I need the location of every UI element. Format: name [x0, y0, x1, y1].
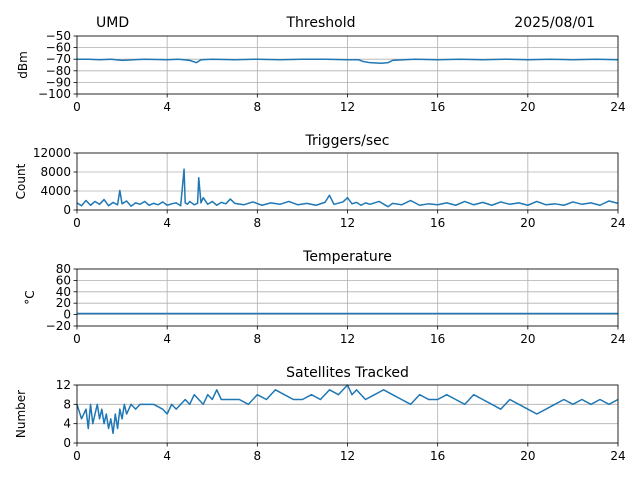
- x-tick-label: 20: [520, 332, 535, 346]
- panel-title: Satellites Tracked: [286, 365, 409, 381]
- chart-panel-3: 0 4 8 12 16 20 24 0 4 8 12 Satellites Tracked Number: [14, 365, 626, 463]
- x-tick-label: 12: [340, 100, 355, 114]
- x-tick-label: 8: [254, 216, 262, 230]
- y-tick-label: 4: [63, 417, 71, 431]
- x-tick-label: 12: [340, 449, 355, 463]
- y-axis-label: °C: [23, 290, 37, 304]
- x-tick-label: 12: [340, 216, 355, 230]
- y-tick-label: 60: [56, 273, 71, 287]
- y-tick-label: −70: [46, 52, 71, 66]
- x-tick-label: 4: [163, 449, 171, 463]
- x-tick-label: 8: [254, 332, 262, 346]
- header-date-label: 2025/08/01: [514, 15, 595, 31]
- x-tick-label: 4: [163, 332, 171, 346]
- y-tick-label: 20: [56, 296, 71, 310]
- x-tick-label: 4: [163, 100, 171, 114]
- x-tick-label: 16: [430, 332, 445, 346]
- chart-panel-0: 0 4 8 12 16 20 24 −100−90−80−70−60−50 dBm: [16, 29, 626, 114]
- y-tick-label: −80: [46, 64, 71, 78]
- y-tick-label: 0: [63, 203, 71, 217]
- x-tick-label: 16: [430, 449, 445, 463]
- x-tick-label: 4: [163, 216, 171, 230]
- panel-title: Triggers/sec: [305, 133, 390, 149]
- y-tick-label: 80: [56, 262, 71, 276]
- y-tick-label: 4000: [40, 184, 71, 198]
- y-tick-label: 0: [63, 436, 71, 450]
- x-tick-label: 0: [73, 216, 81, 230]
- y-axis-label: Count: [14, 163, 28, 199]
- x-tick-label: 20: [520, 100, 535, 114]
- header-threshold-title: Threshold: [286, 15, 356, 31]
- y-tick-label: 12: [56, 378, 71, 392]
- y-tick-label: −50: [46, 29, 71, 43]
- y-tick-label: 8: [63, 397, 71, 411]
- y-axis-label: Number: [14, 390, 28, 438]
- x-tick-label: 0: [73, 332, 81, 346]
- y-tick-label: 8000: [40, 165, 71, 179]
- x-tick-label: 8: [254, 100, 262, 114]
- x-tick-label: 24: [610, 216, 625, 230]
- x-tick-label: 24: [610, 332, 625, 346]
- y-tick-label: −90: [46, 75, 71, 89]
- x-tick-label: 12: [340, 332, 355, 346]
- chart-panels: 0 4 8 12 16 20 24 −100−90−80−70−60−50 dBm 0 4 8 12 16…: [14, 29, 626, 463]
- series-line: [77, 58, 619, 65]
- x-tick-label: 16: [430, 100, 445, 114]
- x-tick-label: 16: [430, 216, 445, 230]
- y-tick-label: −20: [46, 319, 71, 333]
- y-tick-label: −60: [46, 41, 71, 55]
- x-tick-label: 24: [610, 449, 625, 463]
- y-tick-label: −100: [38, 87, 71, 101]
- series-line: [76, 168, 619, 208]
- x-tick-label: 24: [610, 100, 625, 114]
- y-tick-label: 0: [63, 308, 71, 322]
- x-tick-label: 20: [520, 449, 535, 463]
- x-tick-label: 0: [73, 100, 81, 114]
- header-site-label: UMD: [96, 15, 129, 31]
- y-tick-label: 40: [56, 285, 71, 299]
- panel-title: Temperature: [302, 249, 392, 265]
- series-line: [76, 384, 619, 435]
- chart-panel-1: 0 4 8 12 16 20 24 0 4000 8000 12000 Triggers/sec Cou…: [14, 133, 626, 230]
- x-tick-label: 8: [254, 449, 262, 463]
- y-axis-label: dBm: [16, 51, 30, 79]
- y-tick-label: 12000: [33, 146, 71, 160]
- x-tick-label: 20: [520, 216, 535, 230]
- x-tick-label: 0: [73, 449, 81, 463]
